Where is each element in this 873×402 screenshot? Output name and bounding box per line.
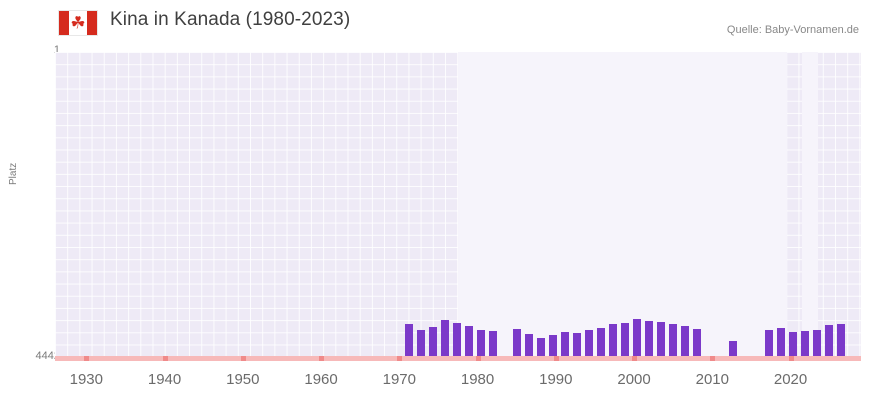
bar — [441, 320, 449, 360]
bar — [825, 325, 833, 360]
highlight-band-1980-2020 — [458, 52, 787, 360]
x-axis-tickmark — [397, 356, 403, 361]
bar — [525, 334, 533, 360]
x-axis-tick-label: 1940 — [147, 371, 182, 388]
bar — [633, 319, 641, 360]
x-axis-tickmark — [710, 356, 716, 361]
x-axis-tickmark — [553, 356, 559, 361]
x-axis-tick-label: 1990 — [539, 371, 573, 388]
bar — [777, 328, 785, 360]
bar — [585, 330, 593, 360]
x-axis-tick-label: 2010 — [695, 371, 729, 388]
highlight-band-2022 — [802, 52, 818, 360]
bar — [477, 330, 485, 360]
y-axis-title: Platz — [8, 162, 19, 185]
x-axis-tick-label: 1980 — [460, 371, 495, 388]
bar — [513, 329, 521, 360]
x-axis-tickmark — [319, 356, 325, 361]
x-axis-baseline — [55, 356, 861, 361]
chart-header: ☘ Kina in Kanada (1980-2023) Quelle: Bab… — [0, 0, 873, 44]
bar — [537, 338, 545, 360]
bar — [489, 331, 497, 360]
bar — [669, 324, 677, 360]
bar — [729, 341, 737, 360]
bar — [561, 332, 569, 360]
source-label: Quelle: Baby-Vornamen.de — [726, 24, 859, 36]
page-title: Kina in Kanada (1980-2023) — [110, 9, 351, 30]
flag-right-band — [87, 11, 97, 35]
y-axis-bottom-label: 4442 — [35, 350, 60, 362]
bar — [429, 327, 437, 360]
x-axis-tick-label: 1970 — [382, 371, 416, 388]
bar — [609, 324, 617, 360]
x-axis-tick-label: 2000 — [617, 371, 651, 388]
bar — [765, 330, 773, 360]
x-axis-tickmark — [788, 356, 794, 361]
x-axis-tick-label: 1930 — [69, 371, 103, 388]
bar — [405, 324, 413, 360]
bar — [465, 326, 473, 360]
canada-flag-icon: ☘ — [58, 10, 98, 36]
bar — [549, 335, 557, 360]
bar — [813, 330, 821, 360]
bar — [621, 323, 629, 360]
x-axis-tickmark — [240, 356, 246, 361]
bar — [597, 328, 605, 360]
maple-leaf-icon: ☘ — [70, 13, 86, 33]
x-axis-tickmark — [84, 356, 90, 361]
plot-area — [55, 52, 861, 360]
bar — [789, 332, 797, 360]
x-axis-tick-label: 1960 — [304, 371, 338, 388]
bar — [693, 329, 701, 360]
bar — [837, 324, 845, 360]
y-axis-top-label: 1 — [53, 44, 60, 56]
bar — [453, 323, 461, 360]
bar — [801, 331, 809, 360]
flag-left-band — [59, 11, 69, 35]
bar — [573, 333, 581, 360]
x-axis-tickmark — [475, 356, 481, 361]
bar — [681, 326, 689, 360]
bar — [645, 321, 653, 360]
bar — [657, 322, 665, 360]
x-axis-tick-label: 2020 — [773, 371, 808, 388]
bar — [417, 330, 425, 360]
bar-series — [55, 52, 861, 360]
x-axis-tickmark — [162, 356, 168, 361]
x-axis-tick-label: 1950 — [226, 371, 260, 388]
x-axis-tickmark — [632, 356, 638, 361]
